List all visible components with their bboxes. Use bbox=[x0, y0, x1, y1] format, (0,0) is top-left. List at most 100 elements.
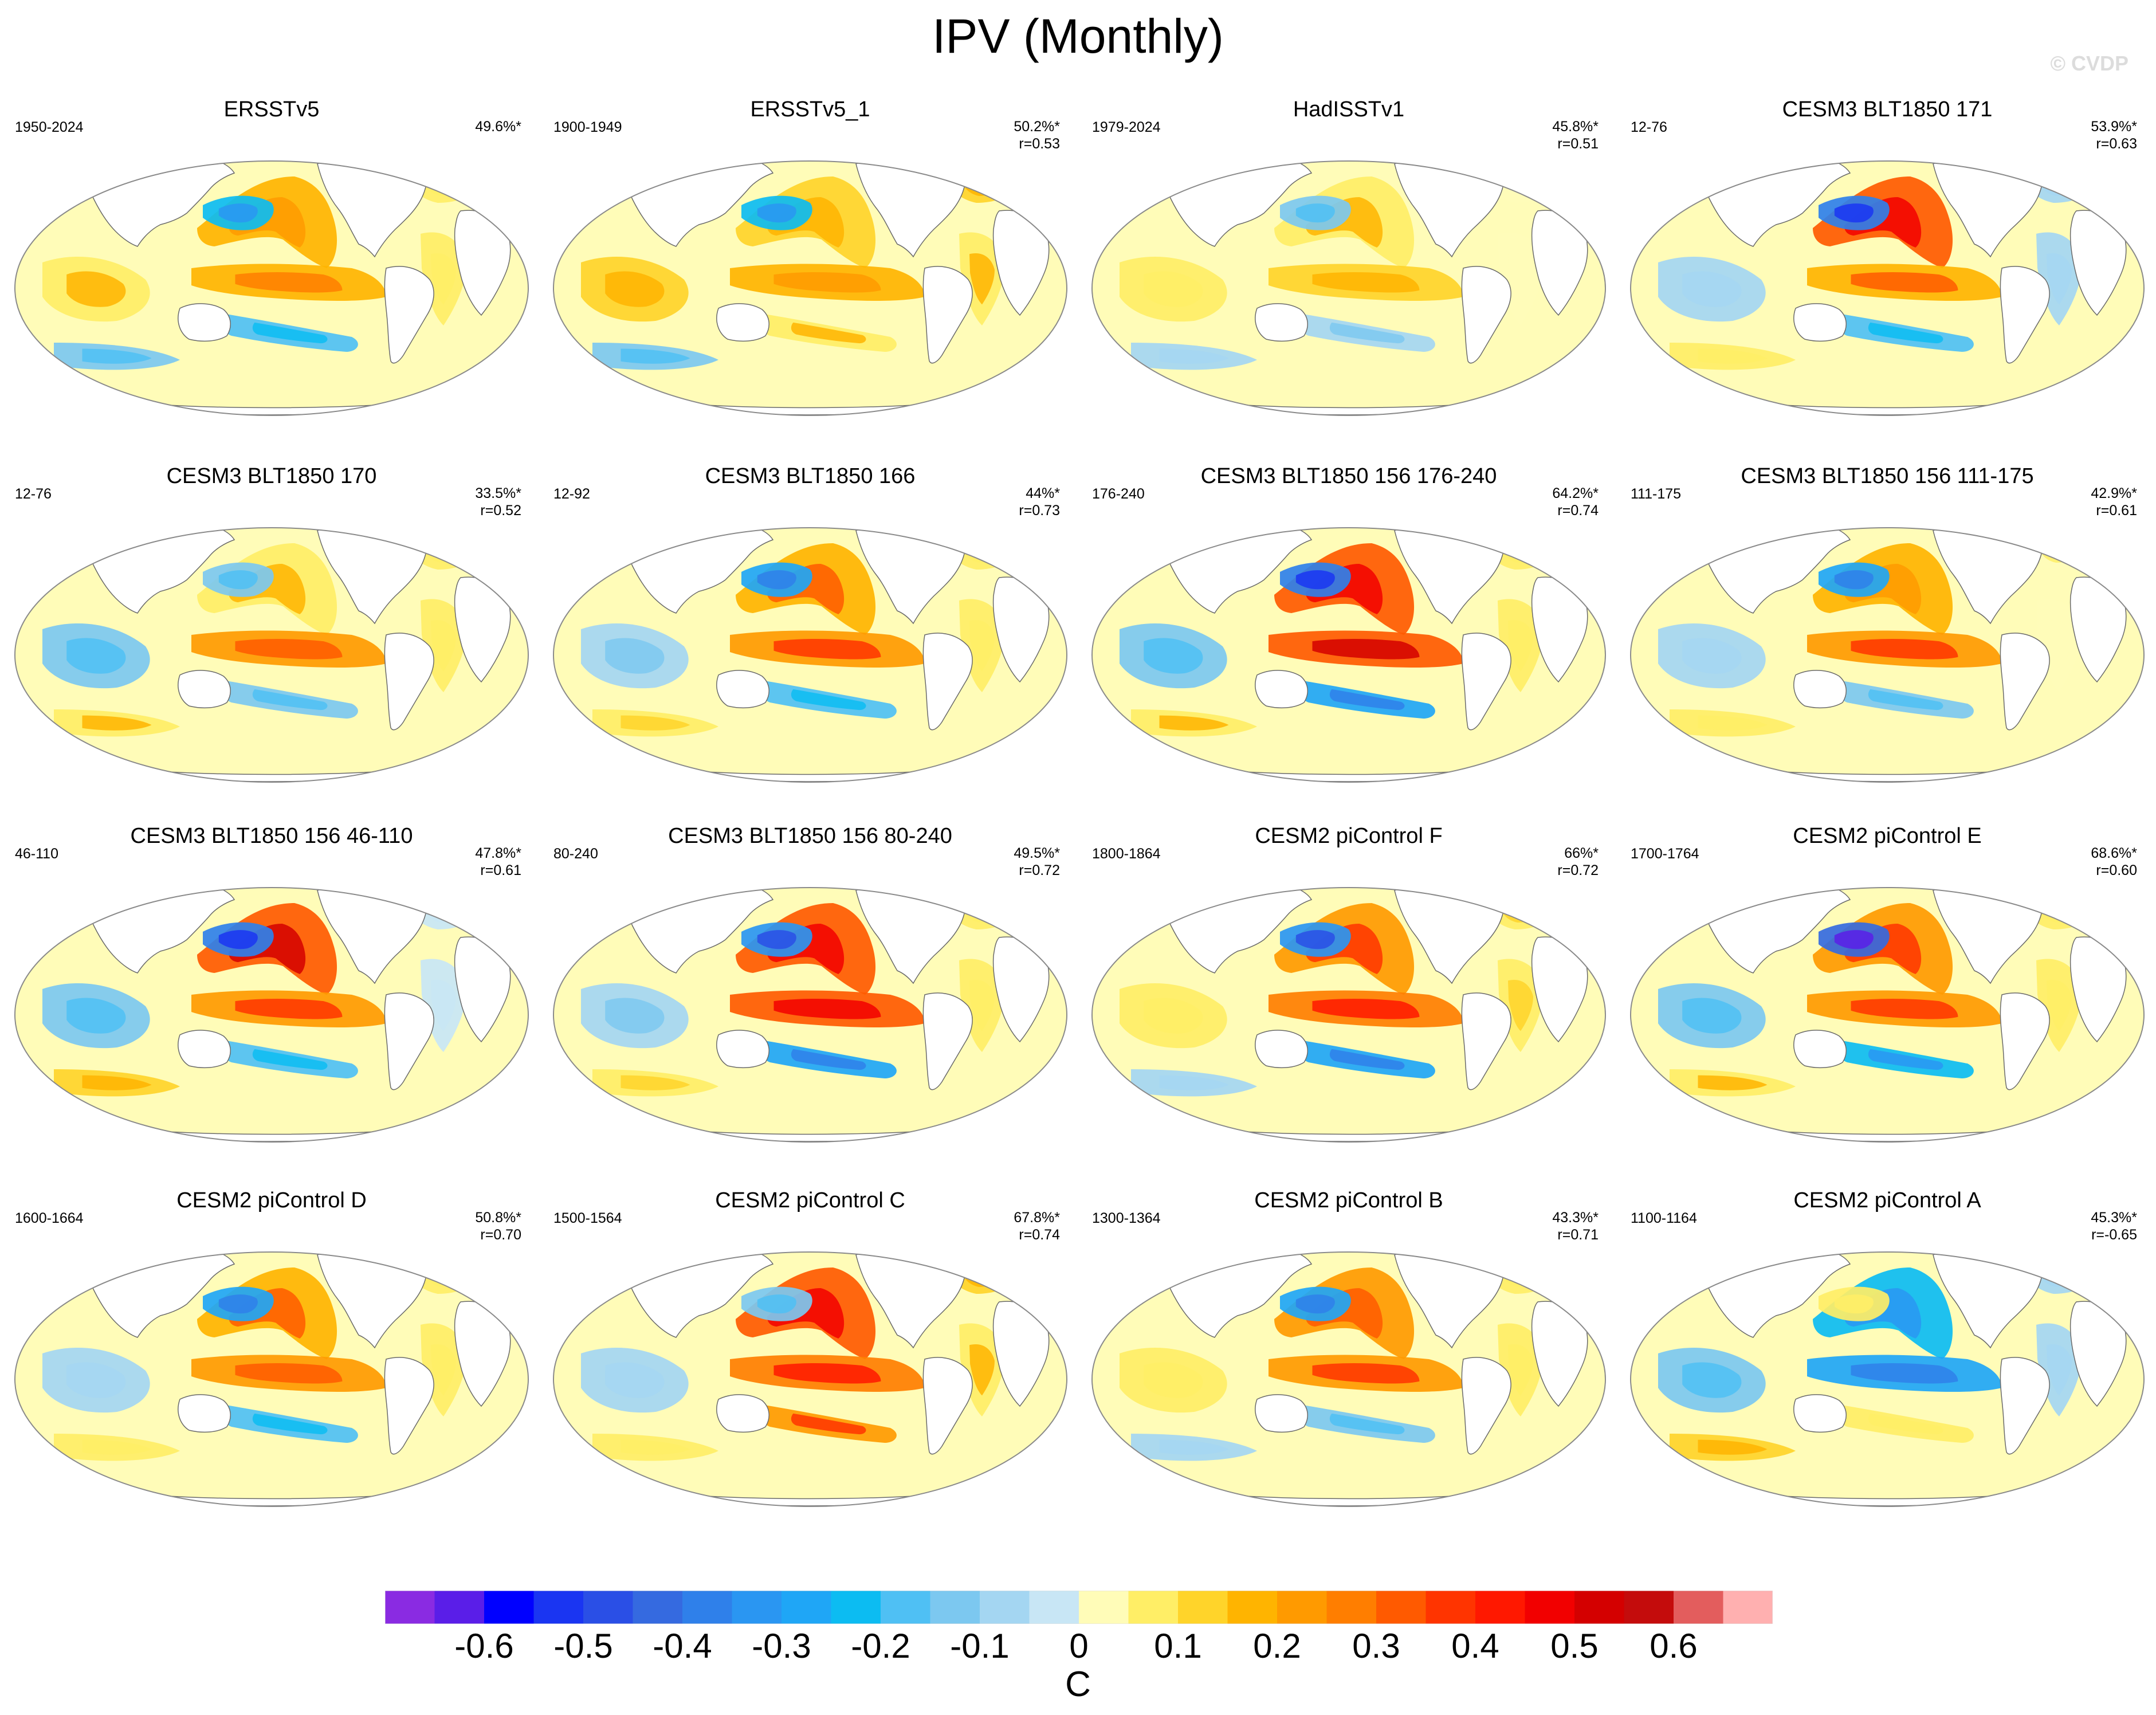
panel-stats: 49.6%* bbox=[475, 118, 521, 135]
colorbar-tick-label: 0.2 bbox=[1253, 1627, 1301, 1665]
panel-title: CESM2 piControl C bbox=[715, 1188, 905, 1212]
anomaly-core-atlantic bbox=[969, 980, 995, 1031]
anomaly-core-atlantic bbox=[2047, 253, 2072, 305]
anomaly-core-south-indian-band bbox=[621, 1075, 690, 1090]
map-panel: CESM3 BLT1850 156 80-240 80-240 49.5%* r=0.… bbox=[547, 823, 1074, 1195]
panel-title: CESM2 piControl B bbox=[1254, 1188, 1443, 1212]
map-border bbox=[1091, 527, 1606, 783]
panel-pattern-correlation: r=0.63 bbox=[2096, 136, 2137, 152]
panel-years: 1800-1864 bbox=[1092, 846, 1161, 862]
anomaly-core-indian-ocean bbox=[66, 1362, 126, 1398]
anomaly-core-indian-ocean bbox=[1144, 1362, 1203, 1398]
panel-stats: 45.3%* r=-0.65 bbox=[2091, 1209, 2137, 1243]
anomaly-core-south-indian-band bbox=[82, 1075, 152, 1090]
colorbar-swatch bbox=[781, 1591, 832, 1624]
anomaly-core-atlantic bbox=[969, 620, 995, 672]
panel-pattern-correlation: r=0.71 bbox=[1557, 1227, 1599, 1243]
map-panel: ERSSTv5 1950-2024 49.6%* bbox=[8, 96, 535, 469]
land-greenland bbox=[1463, 528, 1515, 535]
colorbar-swatch bbox=[484, 1591, 535, 1624]
panel-stats: 42.9%* r=0.61 bbox=[2091, 485, 2137, 519]
anomaly-core-south-indian-band bbox=[82, 348, 152, 364]
panel-pattern-correlation: r=0.61 bbox=[480, 862, 521, 878]
land-south-america bbox=[384, 1357, 434, 1455]
land-australia bbox=[1255, 670, 1308, 709]
colorbar-tick-label: -0.4 bbox=[653, 1627, 712, 1665]
anomaly-map bbox=[14, 527, 529, 783]
anomaly-core-north-pacific-horseshoe bbox=[767, 924, 845, 974]
land-australia bbox=[716, 1394, 769, 1433]
anomaly-core-south-pacific-arm bbox=[252, 1049, 328, 1070]
map-panel: CESM2 piControl F 1800-1864 66%* r=0.72 bbox=[1085, 823, 1612, 1195]
anomaly-core-indian-ocean bbox=[605, 638, 665, 674]
colorbar-swatch bbox=[385, 1591, 435, 1624]
colorbar-swatch bbox=[881, 1591, 931, 1624]
panel-variance-pct: 49.6%* bbox=[475, 119, 521, 135]
anomaly-core-kuroshio-pool bbox=[218, 930, 258, 949]
anomaly-map bbox=[1091, 887, 1606, 1143]
anomaly-core-south-pacific-arm bbox=[1868, 1049, 1943, 1070]
colorbar-swatch bbox=[1723, 1591, 1773, 1624]
anomaly-core-atlantic bbox=[969, 1344, 995, 1396]
panel-variance-pct: 68.6%* bbox=[2091, 845, 2137, 861]
land-north-america bbox=[1394, 888, 1504, 984]
land-australia bbox=[178, 1030, 231, 1069]
land-australia bbox=[178, 670, 231, 709]
land-greenland bbox=[1463, 888, 1515, 894]
anomaly-core-indian-ocean bbox=[1682, 271, 1742, 307]
anomaly-core-indian-ocean bbox=[1682, 1362, 1742, 1398]
anomaly-core-south-pacific-arm bbox=[1329, 322, 1405, 344]
land-north-america bbox=[1933, 1252, 2043, 1349]
map-panel: ERSSTv5_1 1900-1949 50.2%* r=0.53 bbox=[547, 96, 1074, 469]
panel-pattern-correlation: r=0.53 bbox=[1019, 136, 1060, 152]
panel-stats: 47.8%* r=0.61 bbox=[475, 845, 521, 879]
map-border bbox=[1630, 527, 2145, 783]
anomaly-core-indian-ocean bbox=[605, 271, 665, 307]
panel-variance-pct: 33.5%* bbox=[475, 485, 521, 501]
page-title: IPV (Monthly) bbox=[932, 9, 1224, 63]
map-border bbox=[1630, 160, 2145, 416]
panel-pattern-correlation: r=0.70 bbox=[480, 1227, 521, 1243]
anomaly-core-south-indian-band bbox=[82, 715, 152, 731]
colorbar-swatch bbox=[1425, 1591, 1476, 1624]
anomaly-core-tropical-pacific-tongue bbox=[235, 272, 343, 293]
panel-pattern-correlation: r=0.52 bbox=[480, 503, 521, 519]
anomaly-core-south-indian-band bbox=[1159, 715, 1229, 731]
anomaly-core-north-pacific-horseshoe bbox=[228, 197, 306, 248]
colorbar-swatch bbox=[1574, 1591, 1625, 1624]
panel-title: CESM3 BLT1850 156 46-110 bbox=[130, 824, 413, 848]
panel-variance-pct: 47.8%* bbox=[475, 845, 521, 861]
panel-years: 80-240 bbox=[553, 846, 598, 862]
anomaly-map bbox=[1091, 160, 1606, 416]
map-panel: CESM3 BLT1850 171 12-76 53.9%* r=0.63 bbox=[1624, 96, 2151, 469]
anomaly-core-indian-ocean bbox=[1144, 271, 1203, 307]
land-greenland bbox=[2001, 528, 2053, 535]
panel-title: CESM3 BLT1850 156 111-175 bbox=[1741, 464, 2034, 488]
anomaly-core-indian-ocean bbox=[1682, 638, 1742, 674]
map-panel: CESM2 piControl A 1100-1164 45.3%* r=-0.65 bbox=[1624, 1187, 2151, 1560]
panel-variance-pct: 49.5%* bbox=[1014, 845, 1060, 861]
colorbar-swatch bbox=[434, 1591, 485, 1624]
anomaly-core-atlantic bbox=[1508, 1344, 1533, 1396]
panel-variance-pct: 67.8%* bbox=[1014, 1210, 1060, 1226]
panel-years: 1979-2024 bbox=[1092, 119, 1161, 135]
anomaly-core-atlantic bbox=[969, 253, 995, 305]
colorbar-swatch bbox=[1326, 1591, 1377, 1624]
anomaly-core-south-indian-band bbox=[1698, 1075, 1768, 1090]
map-border bbox=[14, 1251, 529, 1507]
panel-pattern-correlation: r=0.74 bbox=[1557, 503, 1599, 519]
anomaly-core-north-pacific-horseshoe bbox=[228, 1288, 306, 1339]
anomaly-core-north-pacific-horseshoe bbox=[1844, 564, 1922, 614]
anomaly-core-south-pacific-arm bbox=[1868, 322, 1943, 344]
panel-years: 12-76 bbox=[15, 486, 52, 502]
anomaly-map bbox=[14, 887, 529, 1143]
panel-years: 1700-1764 bbox=[1631, 846, 1699, 862]
panel-pattern-correlation: r=0.72 bbox=[1019, 862, 1060, 878]
colorbar-swatch bbox=[583, 1591, 634, 1624]
anomaly-core-indian-ocean bbox=[66, 271, 126, 307]
colorbar-swatch bbox=[682, 1591, 733, 1624]
land-south-america bbox=[384, 633, 434, 731]
colorbar-swatch bbox=[1178, 1591, 1228, 1624]
land-australia bbox=[1255, 1394, 1308, 1433]
map-border bbox=[14, 887, 529, 1143]
